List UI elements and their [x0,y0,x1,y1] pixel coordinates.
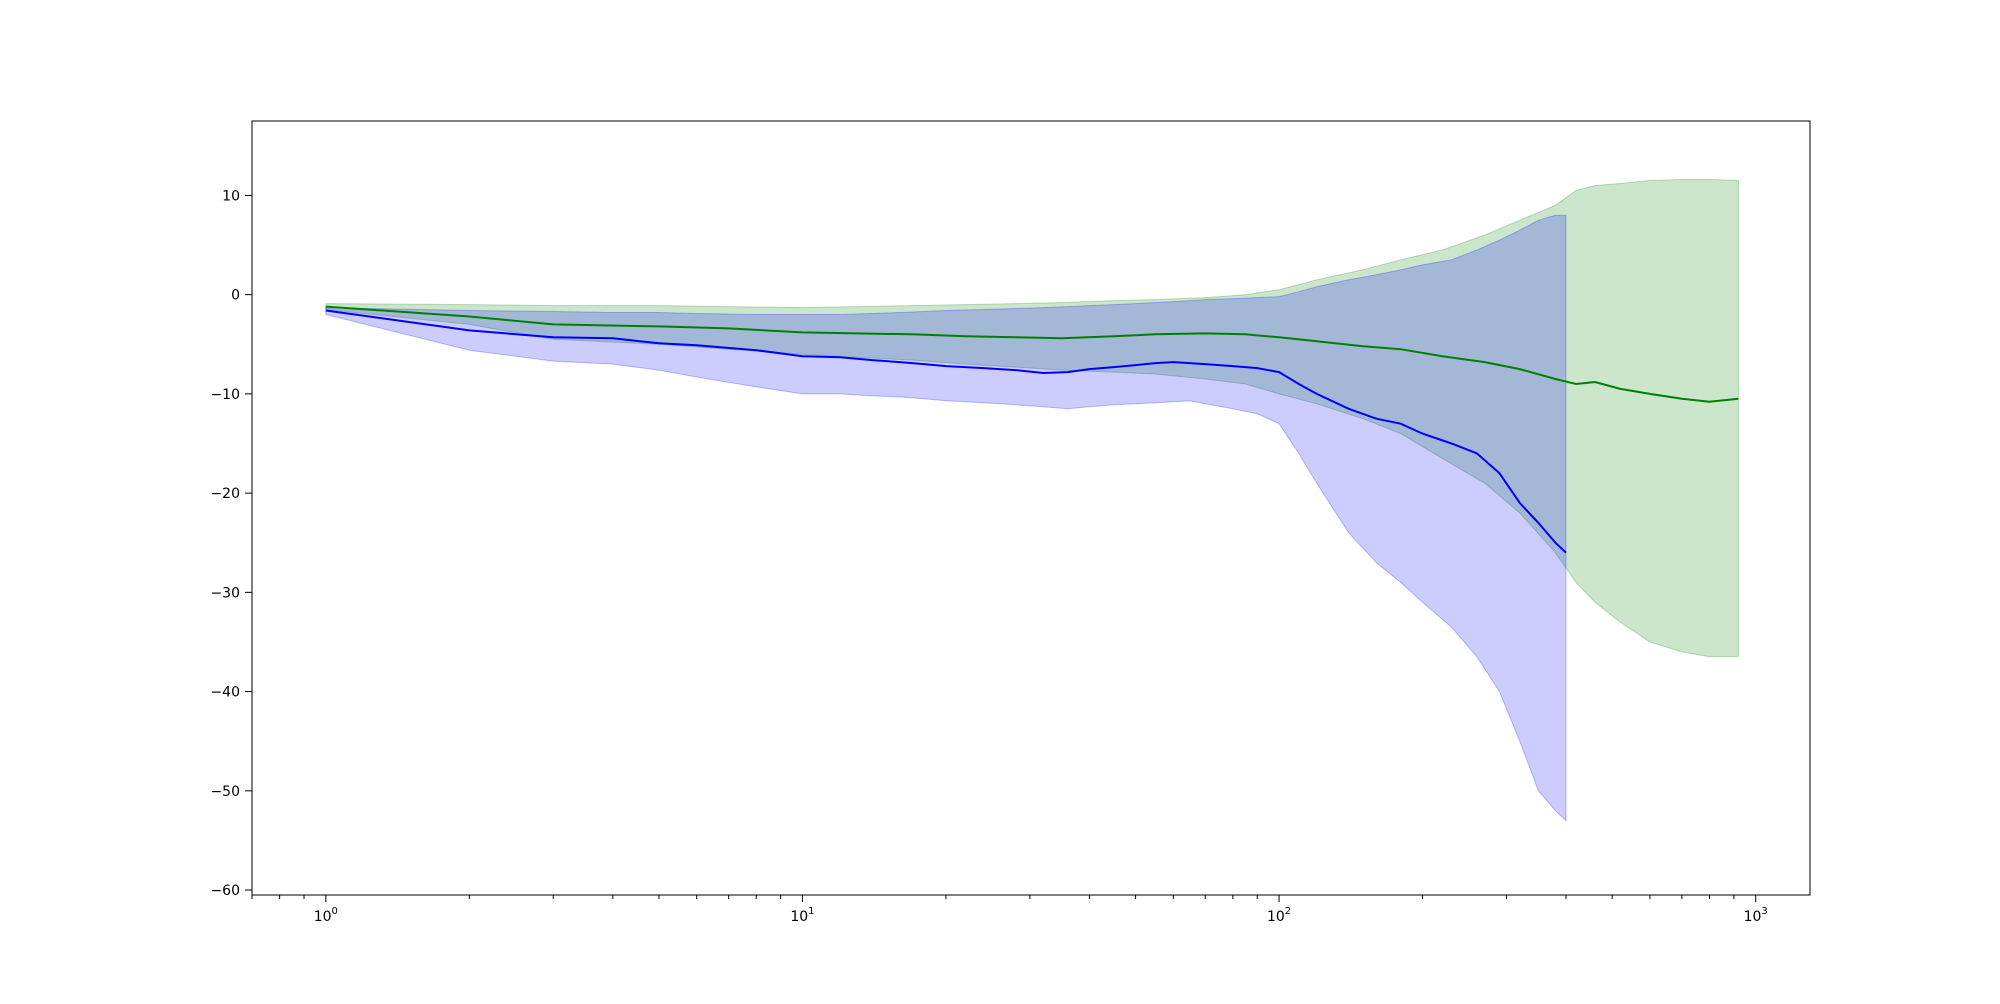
y-axis: 10 0 −10 −20 −30 −40 −50 −60 [210,188,252,899]
y-tick-label: −60 [210,883,240,899]
series-1-band [325,214,1567,822]
x-axis: 100 101 102 103 [251,895,1768,925]
series-0-line [325,305,1739,403]
y-tick-label: −20 [210,486,240,502]
x-tick-label: 100 [314,906,338,925]
y-tick-label: 0 [231,288,240,304]
plot-area-frame [251,120,1811,896]
x-tick-label: 103 [1744,906,1768,925]
y-tick-label: −10 [210,387,240,403]
y-tick-label: −40 [210,685,240,701]
y-tick-label: −30 [210,585,240,601]
series-1-line [325,309,1567,554]
bands-layer [325,179,1739,822]
y-tick-label: 10 [222,188,240,204]
x-tick-label: 102 [1267,906,1291,925]
series-0-band [325,179,1739,658]
lines-layer [325,305,1739,554]
y-tick-label: −50 [210,784,240,800]
x-tick-label: 101 [790,906,814,925]
